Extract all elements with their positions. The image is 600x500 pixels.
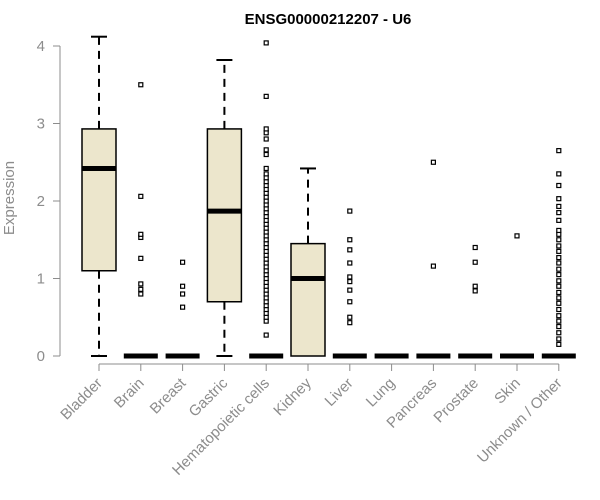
outlier-point: [556, 283, 562, 289]
outlier-point: [263, 151, 269, 158]
outlier-point: [556, 203, 562, 210]
y-tick-label: 1: [37, 271, 45, 288]
x-tick-label: Skin: [491, 375, 524, 408]
outlier-point: [138, 286, 144, 292]
outlier-point: [138, 231, 144, 237]
outlier-point: [263, 93, 269, 99]
box-iqr: [206, 128, 243, 303]
outlier-point: [347, 247, 353, 253]
box-bladder: [81, 35, 117, 357]
outlier-point: [263, 40, 269, 46]
outlier-point: [556, 336, 562, 342]
y-axis-label: Expression: [1, 161, 18, 235]
outlier-point: [556, 341, 562, 347]
outlier-point: [556, 171, 562, 177]
y-tick-label: 3: [37, 116, 45, 133]
box-brain: [123, 82, 158, 359]
outlier-point: [180, 304, 186, 310]
x-tick-label: Breast: [147, 374, 190, 417]
outlier-point: [430, 159, 436, 165]
x-tick-label: Prostate: [430, 375, 482, 427]
outlier-point: [180, 283, 186, 289]
outlier-point: [556, 196, 562, 202]
box-prostate: [458, 244, 493, 359]
outlier-point: [556, 243, 562, 249]
outlier-point: [556, 227, 562, 234]
outlier-point: [138, 193, 144, 199]
outlier-point: [347, 274, 353, 280]
outlier-point: [556, 272, 562, 278]
outlier-point: [556, 318, 562, 324]
x-tick-label: Liver: [322, 375, 357, 410]
box-gastric: [206, 58, 243, 357]
outlier-point: [472, 244, 478, 251]
outlier-point: [180, 291, 186, 297]
outlier-point: [347, 237, 353, 243]
outlier-point: [556, 330, 562, 336]
outlier-point: [347, 287, 353, 293]
outlier-point: [556, 148, 562, 154]
outlier-point: [556, 182, 562, 189]
outlier-point: [263, 165, 269, 172]
outlier-point: [472, 259, 478, 265]
x-tick-label: Brain: [111, 375, 148, 412]
outlier-point: [347, 320, 353, 326]
outlier-point: [263, 136, 269, 142]
outlier-point: [556, 306, 562, 313]
x-tick-label: Lung: [363, 375, 399, 411]
y-tick-label: 0: [37, 348, 45, 365]
outlier-point: [556, 217, 562, 223]
outlier-point: [347, 260, 353, 266]
outlier-point: [472, 288, 478, 294]
box-liver: [332, 208, 367, 359]
outlier-point: [514, 233, 520, 239]
outlier-point: [138, 291, 144, 297]
outlier-point: [556, 295, 562, 301]
box-iqr: [290, 242, 326, 357]
box-breast: [165, 259, 200, 359]
outlier-point: [347, 208, 353, 214]
outlier-point: [556, 254, 562, 261]
boxes-layer: [81, 35, 576, 359]
outlier-point: [263, 126, 269, 132]
outlier-point: [556, 237, 562, 243]
outlier-point: [556, 289, 562, 296]
outlier-point: [556, 323, 562, 330]
chart-title: ENSG00000212207 - U6: [245, 11, 412, 28]
outlier-point: [556, 300, 562, 306]
outlier-point: [556, 278, 562, 284]
outlier-point: [138, 255, 144, 261]
box-unknown-other: [541, 148, 576, 359]
outlier-point: [472, 283, 478, 289]
outlier-point: [138, 82, 144, 88]
x-tick-label: Kidney: [270, 374, 315, 419]
outlier-point: [347, 299, 353, 305]
y-tick-label: 2: [37, 193, 45, 210]
outlier-point: [263, 147, 269, 153]
outlier-point: [180, 259, 186, 265]
outlier-point: [347, 314, 353, 320]
outlier-point: [556, 210, 562, 216]
outlier-point: [263, 171, 269, 177]
box-pancreas: [416, 159, 451, 359]
x-tick-label: Bladder: [57, 375, 106, 424]
y-tick-label: 4: [37, 38, 45, 55]
outlier-point: [347, 279, 353, 285]
outlier-point: [138, 281, 144, 287]
box-skin: [500, 233, 534, 359]
y-axis: 0 1 2 3 4: [37, 38, 61, 365]
outlier-point: [556, 266, 562, 272]
box-iqr: [81, 128, 117, 272]
outlier-point: [430, 263, 436, 269]
outlier-point: [556, 260, 562, 266]
box-hematopoietic-cells: [249, 40, 284, 359]
box-kidney: [290, 167, 326, 357]
outlier-point: [263, 332, 269, 338]
outlier-point: [556, 248, 562, 254]
outlier-point: [556, 313, 562, 319]
